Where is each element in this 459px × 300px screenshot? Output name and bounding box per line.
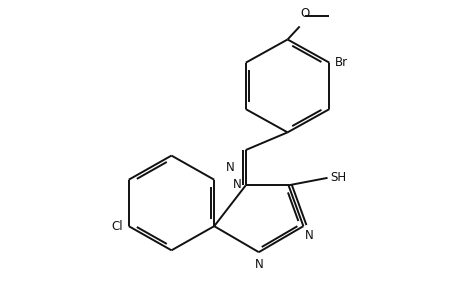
Text: N: N: [254, 258, 263, 271]
Text: N: N: [233, 178, 241, 191]
Text: Br: Br: [334, 56, 347, 69]
Text: N: N: [305, 229, 313, 242]
Text: O: O: [300, 7, 309, 20]
Text: N: N: [225, 161, 234, 174]
Text: SH: SH: [330, 171, 346, 184]
Text: Cl: Cl: [112, 220, 123, 233]
